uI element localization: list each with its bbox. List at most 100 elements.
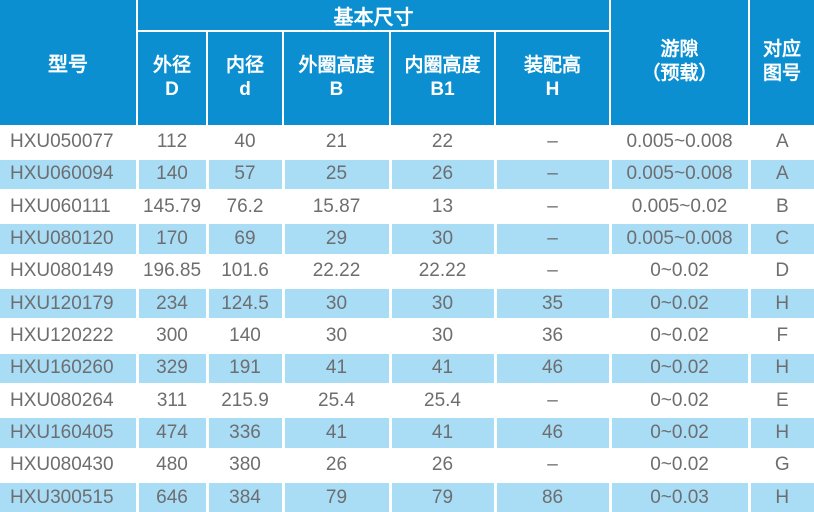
assembly-height-cell: –: [493, 447, 611, 482]
assembly-height-cell: 36: [493, 318, 611, 353]
header-inner-ring-height-label: 内圈高度: [404, 54, 481, 76]
inner-ring-height-cell: 26: [388, 156, 495, 191]
outer-ring-height-cell: 79: [281, 480, 390, 512]
table-row: HXU060094 140 57 25 26 – 0.005~0.008 A: [0, 156, 814, 191]
model-cell: HXU050077: [0, 124, 137, 159]
header-inner-diameter-symbol: d: [239, 79, 251, 101]
outer-ring-height-cell: 15.87: [281, 189, 390, 223]
model-cell: HXU120222: [0, 318, 137, 353]
model-cell: HXU080120: [0, 221, 137, 256]
outer-diameter-cell: 234: [135, 286, 207, 320]
model-cell: HXU300515: [0, 480, 137, 512]
assembly-height-cell: –: [493, 383, 611, 417]
inner-ring-height-cell: 30: [388, 221, 495, 256]
inner-ring-height-cell: 13: [388, 189, 495, 223]
outer-ring-height-cell: 22.22: [281, 253, 390, 288]
inner-diameter-cell: 57: [205, 156, 283, 191]
header-basic-dimensions: 基本尺寸: [135, 0, 611, 32]
inner-diameter-cell: 215.9: [205, 383, 283, 417]
assembly-height-cell: 46: [493, 350, 611, 385]
outer-ring-height-cell: 30: [281, 318, 390, 353]
inner-diameter-cell: 101.6: [205, 253, 283, 288]
header-figure-line2: 图号: [763, 63, 802, 85]
table-row: HXU300515 646 384 79 79 86 0~0.03 H: [0, 480, 814, 512]
inner-diameter-cell: 384: [205, 480, 283, 512]
header-figure-number: 对应 图号: [748, 0, 814, 126]
header-row-top: 型号 基本尺寸 游隙 （预载） 对应 图号: [0, 0, 814, 126]
outer-diameter-cell: 480: [135, 447, 207, 482]
table-row: HXU080264 311 215.9 25.4 25.4 – 0~0.02 E: [0, 383, 814, 417]
figure-cell: C: [747, 221, 814, 256]
header-inner-diameter-label: 内径: [225, 54, 264, 76]
assembly-height-cell: 86: [493, 480, 611, 512]
assembly-height-cell: –: [493, 124, 611, 159]
assembly-height-cell: –: [493, 189, 611, 223]
clearance-cell: 0~0.02: [608, 253, 750, 288]
model-cell: HXU120179: [0, 286, 137, 320]
inner-diameter-cell: 380: [205, 447, 283, 482]
inner-ring-height-cell: 30: [388, 318, 495, 353]
outer-diameter-cell: 311: [135, 383, 207, 417]
header-row-sub: 外径 D 内径 d 外圈高度 B 内圈高度 B1 装配高 H: [0, 31, 814, 126]
outer-ring-height-cell: 26: [281, 447, 390, 482]
outer-ring-height-cell: 41: [281, 350, 390, 385]
model-cell: HXU080149: [0, 253, 137, 288]
figure-cell: H: [747, 350, 814, 385]
table-row: HXU080149 196.85 101.6 22.22 22.22 – 0~0…: [0, 253, 814, 288]
outer-diameter-cell: 329: [135, 350, 207, 385]
model-cell: HXU080264: [0, 383, 137, 417]
outer-ring-height-cell: 41: [281, 415, 390, 450]
inner-ring-height-cell: 25.4: [388, 383, 495, 417]
header-outer-diameter-symbol: D: [165, 79, 179, 101]
outer-diameter-cell: 112: [135, 124, 207, 159]
outer-ring-height-cell: 30: [281, 286, 390, 320]
figure-cell: G: [747, 447, 814, 482]
table-header: 型号 基本尺寸 游隙 （预载） 对应 图号 外径 D 内径 d 外圈高度 B: [0, 0, 814, 126]
header-assembly-height: 装配高 H: [493, 31, 611, 126]
figure-cell: A: [747, 156, 814, 191]
outer-diameter-cell: 196.85: [135, 253, 207, 288]
assembly-height-cell: –: [493, 221, 611, 256]
header-outer-ring-height: 外圈高度 B: [282, 31, 390, 126]
clearance-cell: 0~0.02: [608, 383, 750, 417]
clearance-cell: 0~0.03: [608, 480, 750, 512]
table-row: HXU080430 480 380 26 26 – 0~0.02 G: [0, 447, 814, 482]
inner-ring-height-cell: 79: [388, 480, 495, 512]
figure-cell: A: [747, 124, 814, 159]
table-row: HXU080120 170 69 29 30 – 0.005~0.008 C: [0, 221, 814, 256]
header-inner-diameter: 内径 d: [206, 31, 283, 126]
model-cell: HXU080430: [0, 447, 137, 482]
outer-diameter-cell: 140: [135, 156, 207, 191]
model-cell: HXU060094: [0, 156, 137, 191]
table-row: HXU120179 234 124.5 30 30 35 0~0.02 H: [0, 286, 814, 320]
header-assembly-height-label: 装配高: [524, 54, 582, 76]
inner-ring-height-cell: 22.22: [388, 253, 495, 288]
clearance-cell: 0~0.02: [608, 350, 750, 385]
header-outer-ring-height-symbol: B: [329, 79, 344, 101]
figure-cell: H: [747, 286, 814, 320]
inner-diameter-cell: 124.5: [205, 286, 283, 320]
inner-ring-height-cell: 41: [388, 350, 495, 385]
clearance-cell: 0.005~0.02: [608, 189, 750, 223]
header-inner-ring-height: 内圈高度 B1: [389, 31, 495, 126]
assembly-height-cell: 35: [493, 286, 611, 320]
clearance-cell: 0~0.02: [608, 447, 750, 482]
header-figure-line1: 对应: [763, 38, 802, 60]
header-clearance-line1: 游隙: [660, 38, 699, 60]
outer-ring-height-cell: 25: [281, 156, 390, 191]
table-body: HXU050077 112 40 21 22 – 0.005~0.008 A H…: [0, 124, 814, 512]
inner-diameter-cell: 191: [205, 350, 283, 385]
inner-diameter-cell: 336: [205, 415, 283, 450]
model-cell: HXU160260: [0, 350, 137, 385]
header-outer-ring-height-label: 外圈高度: [298, 54, 375, 76]
outer-ring-height-cell: 25.4: [281, 383, 390, 417]
inner-ring-height-cell: 30: [388, 286, 495, 320]
table-row: HXU050077 112 40 21 22 – 0.005~0.008 A: [0, 124, 814, 159]
figure-cell: H: [747, 415, 814, 450]
clearance-cell: 0~0.02: [608, 286, 750, 320]
figure-cell: H: [747, 480, 814, 512]
outer-diameter-cell: 646: [135, 480, 207, 512]
assembly-height-cell: –: [493, 156, 611, 191]
clearance-cell: 0~0.02: [608, 318, 750, 353]
header-clearance: 游隙 （预载）: [609, 0, 750, 126]
